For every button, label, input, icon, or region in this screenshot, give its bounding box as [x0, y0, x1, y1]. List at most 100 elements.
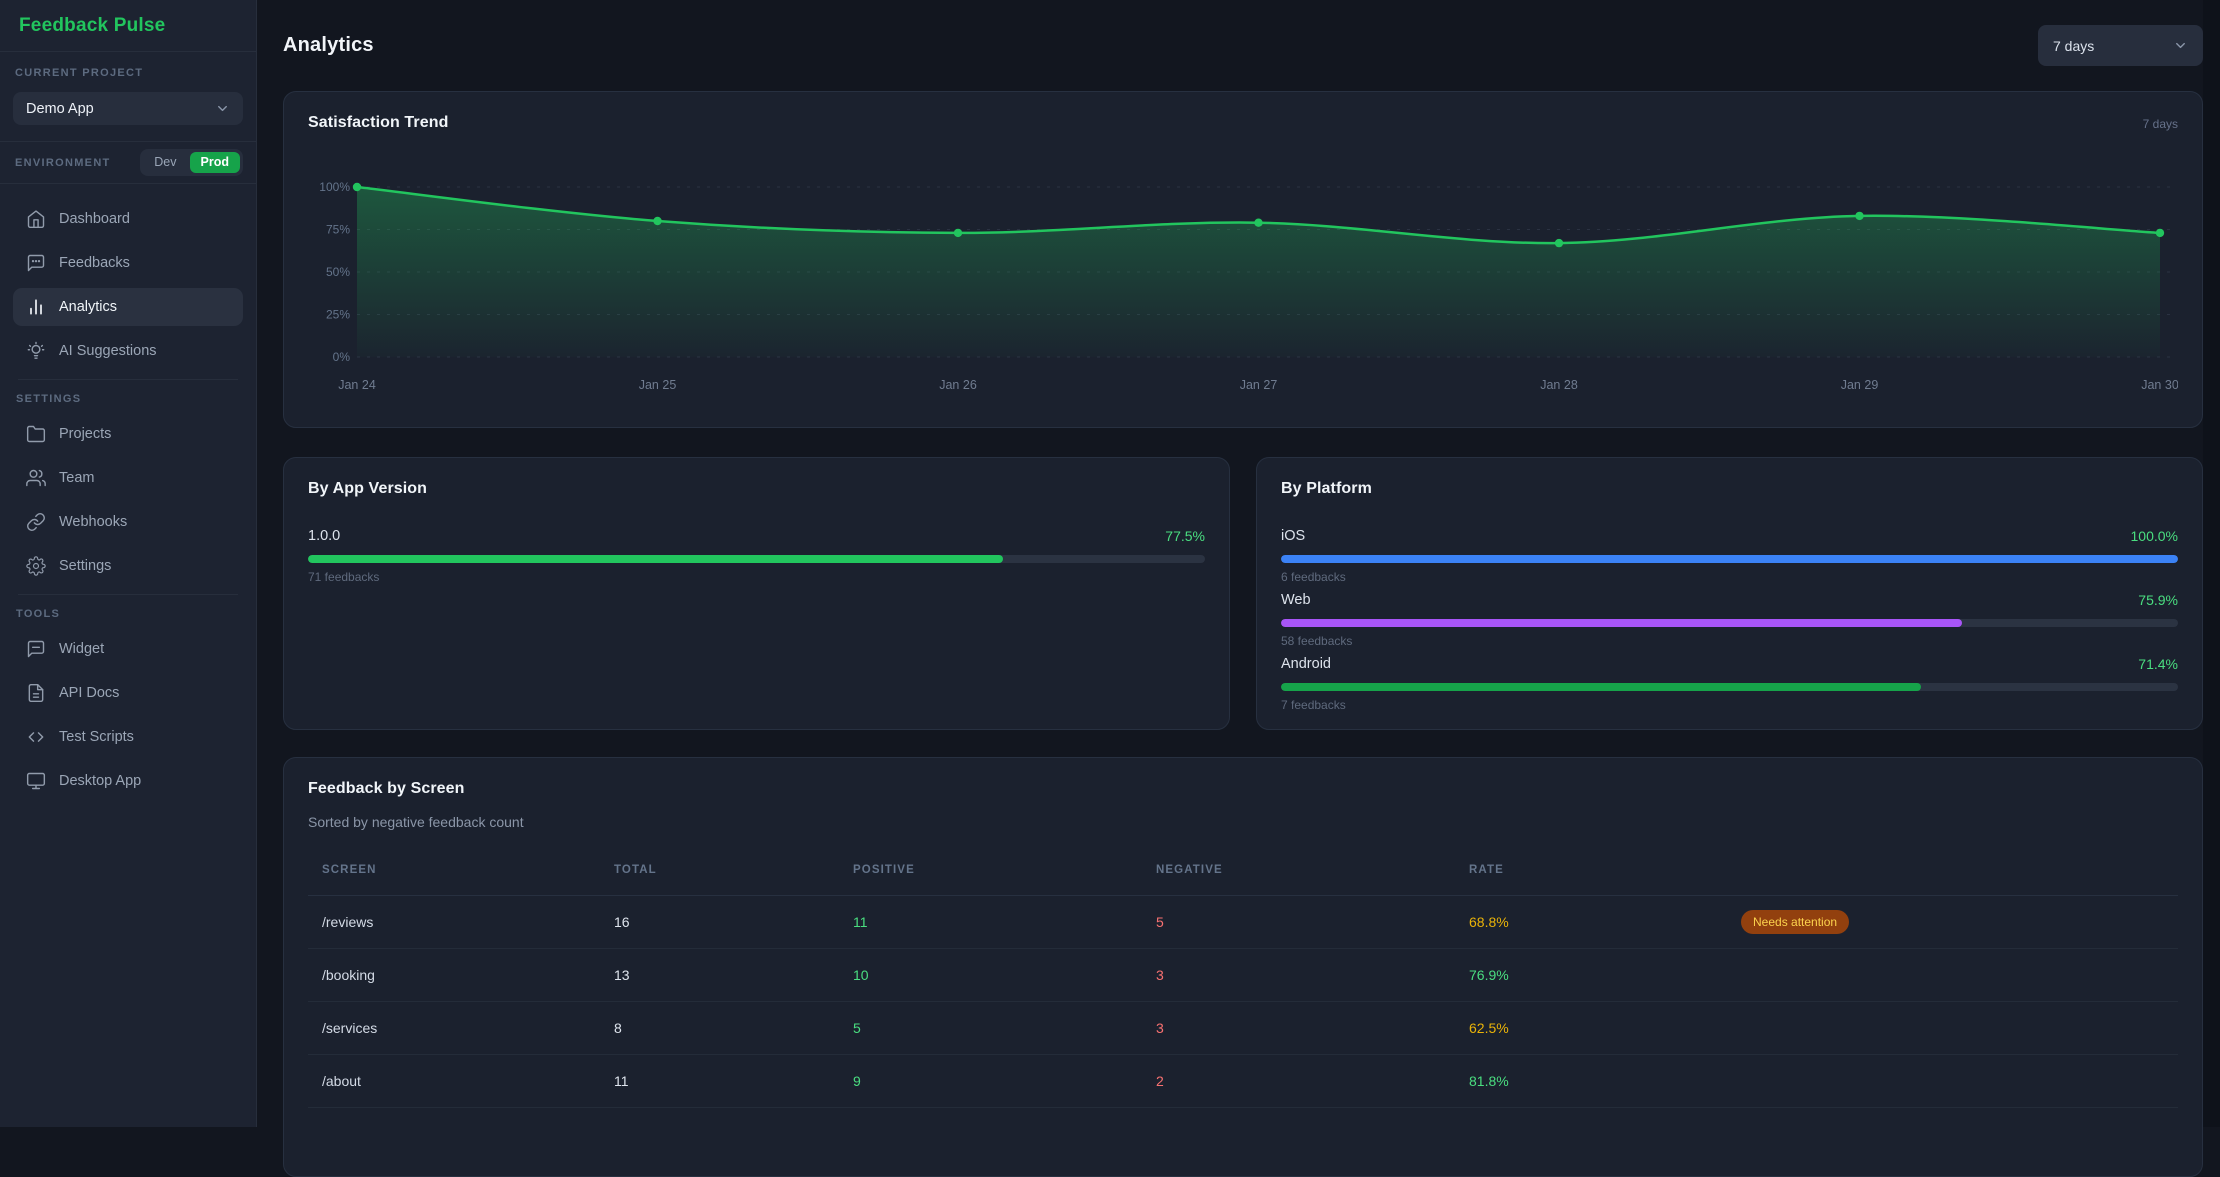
x-axis-tick: Jan 27 [1240, 378, 1278, 392]
sidebar-item-analytics[interactable]: Analytics [13, 288, 243, 326]
feedback-by-screen-title: Feedback by Screen [308, 780, 2178, 798]
column-header: NEGATIVE [1142, 864, 1455, 876]
cell-total: 16 [600, 914, 839, 930]
stat-label: iOS [1281, 528, 1305, 544]
stat-percentage: 71.4% [2138, 656, 2178, 672]
gear-icon [26, 556, 46, 576]
x-axis-tick: Jan 24 [338, 378, 376, 392]
nav-divider [18, 594, 238, 595]
scrollbar-track[interactable] [2203, 0, 2220, 1127]
progress-bar-fill [1281, 619, 1962, 627]
stat-label: 1.0.0 [308, 528, 340, 544]
folder-icon [26, 424, 46, 444]
app-logo: Feedback Pulse [19, 15, 237, 37]
cell-badge: Needs attention [1713, 910, 2178, 934]
stat-feedback-count: 6 feedbacks [1281, 570, 2178, 584]
data-point [353, 183, 361, 191]
trend-chart-svg: 100%75%50%25%0%Jan 24Jan 25Jan 26Jan 27J… [308, 144, 2178, 394]
by-app-version-card: By App Version 1.0.077.5%71 feedbacks [283, 457, 1230, 730]
column-header: POSITIVE [839, 864, 1142, 876]
sidebar-item-feedbacks[interactable]: Feedbacks [13, 244, 243, 282]
platform-row: Android71.4%7 feedbacks [1281, 654, 2178, 712]
data-point [2156, 229, 2164, 237]
cell-rate: 68.8% [1455, 914, 1713, 930]
stat-feedback-count: 7 feedbacks [1281, 698, 2178, 712]
date-range-select[interactable]: 7 days [2038, 25, 2203, 66]
y-axis-tick: 75% [326, 223, 350, 237]
nav-section-label: TOOLS [16, 608, 243, 620]
satisfaction-trend-title: Satisfaction Trend [308, 114, 449, 132]
cell-rate: 81.8% [1455, 1073, 1713, 1089]
x-axis-tick: Jan 30 [2141, 378, 2178, 392]
by-platform-card: By Platform iOS100.0%6 feedbacksWeb75.9%… [1256, 457, 2203, 730]
column-header: TOTAL [600, 864, 839, 876]
x-axis-tick: Jan 26 [939, 378, 977, 392]
environment-label: ENVIRONMENT [15, 157, 111, 169]
sidebar-item-test-scripts[interactable]: Test Scripts [13, 718, 243, 756]
x-axis-tick: Jan 29 [1841, 378, 1879, 392]
widget-chat-icon [26, 639, 46, 659]
cell-negative: 2 [1142, 1073, 1455, 1089]
y-axis-tick: 50% [326, 265, 350, 279]
sidebar-nav: Dashboard Feedbacks Analytics AI Suggestion… [0, 184, 256, 822]
users-icon [26, 468, 46, 488]
trend-area [357, 187, 2160, 357]
lightbulb-icon [26, 341, 46, 361]
table-row: /booking1310376.9% [308, 949, 2178, 1002]
cell-screen: /reviews [308, 914, 600, 930]
data-point [1555, 239, 1563, 247]
progress-bar-track [308, 555, 1205, 563]
sidebar-item-label: Projects [59, 426, 111, 442]
stat-percentage: 77.5% [1165, 528, 1205, 544]
sidebar-item-ai-suggestions[interactable]: AI Suggestions [13, 332, 243, 370]
breakdown-cards-row: By App Version 1.0.077.5%71 feedbacks By… [283, 457, 2203, 730]
app-version-row: 1.0.077.5%71 feedbacks [308, 526, 1205, 584]
sidebar-item-projects[interactable]: Projects [13, 415, 243, 453]
column-header: SCREEN [308, 864, 600, 876]
nav-section-label: SETTINGS [16, 393, 243, 405]
sidebar-item-label: Desktop App [59, 773, 141, 789]
sidebar-item-dashboard[interactable]: Dashboard [13, 200, 243, 238]
sidebar-item-desktop-app[interactable]: Desktop App [13, 762, 243, 800]
home-icon [26, 209, 46, 229]
app-version-rows: 1.0.077.5%71 feedbacks [308, 526, 1205, 584]
sidebar: Feedback Pulse CURRENT PROJECT Demo App … [0, 0, 257, 1127]
bar-chart-icon [26, 297, 46, 317]
progress-bar-fill [1281, 555, 2178, 563]
by-app-version-title: By App Version [308, 480, 1205, 498]
chevron-down-icon [215, 101, 230, 116]
sidebar-item-widget[interactable]: Widget [13, 630, 243, 668]
sidebar-item-webhooks[interactable]: Webhooks [13, 503, 243, 541]
code-icon [26, 727, 46, 747]
progress-bar-fill [308, 555, 1003, 563]
satisfaction-trend-range-label: 7 days [2143, 117, 2178, 131]
platform-rows: iOS100.0%6 feedbacksWeb75.9%58 feedbacks… [1281, 526, 2178, 712]
sidebar-item-label: Analytics [59, 299, 117, 315]
project-select[interactable]: Demo App [13, 92, 243, 125]
env-dev-button[interactable]: Dev [143, 152, 187, 173]
date-range-value: 7 days [2053, 38, 2094, 54]
link-icon [26, 512, 46, 532]
sidebar-item-label: Webhooks [59, 514, 127, 530]
platform-row: Web75.9%58 feedbacks [1281, 590, 2178, 648]
current-project-block: CURRENT PROJECT Demo App [0, 52, 256, 142]
sidebar-item-api-docs[interactable]: API Docs [13, 674, 243, 712]
needs-attention-badge: Needs attention [1741, 910, 1849, 934]
y-axis-tick: 25% [326, 308, 350, 322]
progress-bar-fill [1281, 683, 1921, 691]
progress-bar-track [1281, 555, 2178, 563]
current-project-label: CURRENT PROJECT [15, 67, 243, 79]
main-header: Analytics 7 days [283, 0, 2203, 91]
feedback-by-screen-table: SCREENTOTALPOSITIVENEGATIVERATE/reviews1… [308, 864, 2178, 1108]
env-prod-button[interactable]: Prod [190, 152, 240, 173]
monitor-icon [26, 771, 46, 791]
cell-negative: 5 [1142, 914, 1455, 930]
y-axis-tick: 0% [333, 350, 351, 364]
table-row: /about119281.8% [308, 1055, 2178, 1108]
sidebar-item-team[interactable]: Team [13, 459, 243, 497]
environment-toggle: Dev Prod [140, 149, 243, 176]
stat-percentage: 75.9% [2138, 592, 2178, 608]
sidebar-item-settings[interactable]: Settings [13, 547, 243, 585]
satisfaction-trend-chart: 100%75%50%25%0%Jan 24Jan 25Jan 26Jan 27J… [308, 144, 2178, 394]
chevron-down-icon [2173, 38, 2188, 53]
